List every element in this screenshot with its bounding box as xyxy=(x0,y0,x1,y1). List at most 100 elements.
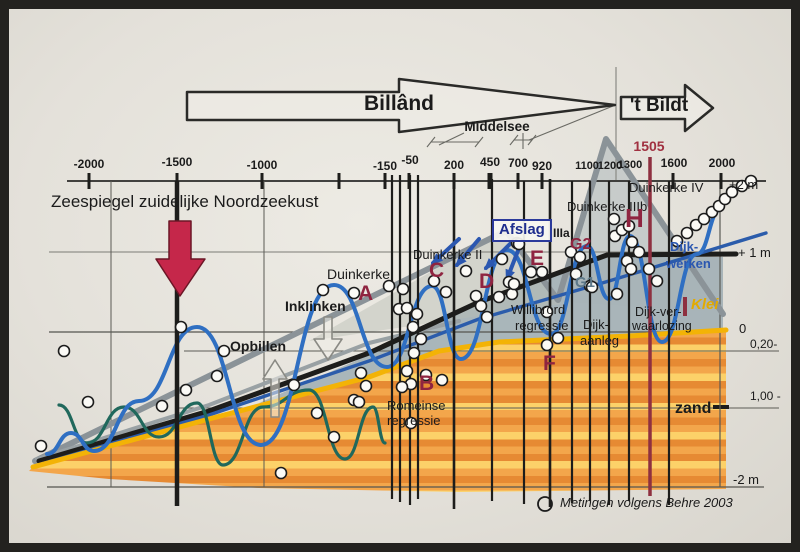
measurement-point-36 xyxy=(474,299,488,313)
measurement-point-5 xyxy=(179,383,193,397)
tick-200: 200 xyxy=(443,158,465,172)
measurement-point-58 xyxy=(625,235,639,249)
tick--1500: -1500 xyxy=(161,155,193,169)
sealevel-red-arrow xyxy=(155,220,206,297)
legend-text: Metingen volgens Behre 2003 xyxy=(560,495,733,510)
tbildt-label: 't Bildt xyxy=(629,95,689,116)
tick-700: 700 xyxy=(507,156,529,170)
phase-c: C xyxy=(429,259,445,282)
measurement-point-2 xyxy=(81,395,95,409)
measurement-point-67 xyxy=(697,212,711,226)
measurement-point-63 xyxy=(650,274,664,288)
teal-deep-curve xyxy=(57,388,387,467)
tick-1505: 1505 xyxy=(633,138,665,154)
measurement-point-31 xyxy=(404,416,418,430)
phase-e: E xyxy=(530,247,545,270)
klei-label: Klei xyxy=(691,296,719,313)
phase-d: D xyxy=(479,270,495,293)
tick-2000: 2000 xyxy=(708,156,736,170)
measurement-point-55 xyxy=(610,287,624,301)
measurement-point-71 xyxy=(725,185,739,199)
opbillen-label: Opbillen xyxy=(230,338,286,354)
measurement-point-14 xyxy=(347,286,361,300)
tick--1000: -1000 xyxy=(246,158,278,172)
measurement-point-1 xyxy=(57,344,71,358)
measurement-point-52 xyxy=(585,280,599,294)
measurement-point-17 xyxy=(382,279,396,293)
inklinken-label: Inklinken xyxy=(285,298,346,314)
measurement-point-11 xyxy=(327,430,341,444)
measurement-point-3 xyxy=(155,399,169,413)
middelsee-label: Middelsee xyxy=(464,119,530,134)
measurement-point-47 xyxy=(540,338,554,352)
ylabel-min2m: -2 m xyxy=(733,472,759,487)
dimension-mark-7 xyxy=(438,132,465,146)
measurement-point-35 xyxy=(469,289,483,303)
measurement-point-50 xyxy=(569,267,583,281)
measurement-point-73 xyxy=(744,174,758,188)
measurement-point-10 xyxy=(310,406,324,420)
measurement-point-49 xyxy=(573,250,587,264)
duinkerke-label: Duinkerke xyxy=(327,266,391,282)
measurement-point-30 xyxy=(352,395,366,409)
opbillen-up-arrow xyxy=(262,359,288,418)
dimension-mark-5 xyxy=(527,134,537,146)
measurement-point-0 xyxy=(34,439,48,453)
phase-a: A xyxy=(358,282,374,305)
measurement-point-13 xyxy=(316,283,330,297)
measurement-point-44 xyxy=(535,265,549,279)
tick-1100: 1100 xyxy=(575,160,599,172)
measurement-point-62 xyxy=(642,262,656,276)
measurement-point-18 xyxy=(396,282,410,296)
duinkerke-ii-label: Duinkerke II xyxy=(413,247,483,262)
romeinse-label: Romeinse xyxy=(387,398,446,413)
measurement-point-46 xyxy=(551,331,565,345)
measurement-point-29 xyxy=(435,373,449,387)
tick-1600: 1600 xyxy=(660,156,688,170)
measurement-point-25 xyxy=(400,364,414,378)
romeinse-regressie-label: regressie xyxy=(387,413,441,428)
measurement-point-7 xyxy=(217,344,231,358)
measurement-point-22 xyxy=(406,320,420,334)
tbildt-arrow xyxy=(619,83,715,133)
iiia-label: IIIa xyxy=(553,226,570,240)
blue-annot-arrowhead-1 xyxy=(455,254,467,268)
measurement-point-32 xyxy=(427,274,441,288)
blue-annot-arrowhead-2 xyxy=(483,258,496,271)
zand-label: zand xyxy=(675,400,712,417)
willibrord-regressie-label: regressie xyxy=(515,318,569,333)
measurement-point-8 xyxy=(274,466,288,480)
measurement-point-4 xyxy=(174,320,188,334)
dijk-aanleg-label-1: Dijk- xyxy=(583,317,609,332)
gray-envelope-line xyxy=(32,136,726,464)
phase-f: F xyxy=(543,352,556,375)
measurement-point-23 xyxy=(414,332,428,346)
legend-circle-icon xyxy=(537,496,553,512)
ylabel-020: 0,20- xyxy=(750,337,778,351)
dijk-verwaarlozing-label-1: Dijk-ver- xyxy=(635,305,682,319)
measurement-point-24 xyxy=(407,346,421,360)
willibrord-label: Willibrord xyxy=(511,302,566,317)
measurement-point-39 xyxy=(495,252,509,266)
measurement-point-45 xyxy=(540,305,554,319)
annotation-layer: Zeespiegel zuidelijke Noordzeekust Billân… xyxy=(9,9,791,543)
measurement-point-15 xyxy=(354,366,368,380)
measurement-point-9 xyxy=(287,378,301,392)
blue-annot-arrowhead-0 xyxy=(430,253,444,266)
ylabel-plus1m: + 1 m xyxy=(738,245,771,260)
tick-450: 450 xyxy=(479,155,501,169)
axis-title: Zeespiegel zuidelijke Noordzeekust xyxy=(51,192,319,211)
measurement-point-20 xyxy=(400,301,414,315)
measurement-point-33 xyxy=(439,285,453,299)
measurement-point-53 xyxy=(607,212,621,226)
dimension-mark-4 xyxy=(509,134,519,146)
measurement-point-75 xyxy=(507,277,521,291)
measurement-point-16 xyxy=(359,379,373,393)
tick-1200: 1200 xyxy=(597,160,623,172)
ylabel-100: 1,00 - xyxy=(750,389,781,403)
billand-arrow xyxy=(185,77,617,134)
measurement-point-57 xyxy=(622,219,636,233)
dimension-mark-8 xyxy=(528,105,614,141)
dijk-aanleg-label-2: aanleg xyxy=(580,333,620,348)
chart-canvas xyxy=(29,67,779,512)
